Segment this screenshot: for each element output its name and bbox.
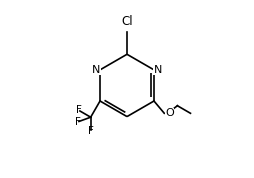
Text: F: F (76, 105, 82, 115)
Text: Cl: Cl (121, 15, 133, 28)
Text: F: F (75, 117, 81, 127)
Text: F: F (88, 126, 94, 136)
Text: O: O (165, 108, 174, 118)
Text: N: N (92, 65, 100, 75)
Text: N: N (154, 65, 162, 75)
